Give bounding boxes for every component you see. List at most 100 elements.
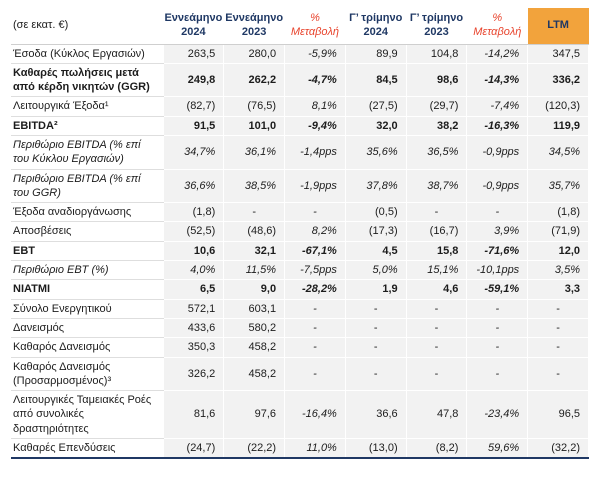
row-label: Περιθώριο EBT (%) [11, 260, 163, 281]
value-cell: 280,0 [223, 43, 286, 64]
value-cell: - [527, 317, 589, 339]
value-cell: 36,5% [405, 134, 468, 170]
value-cell: 603,1 [223, 298, 286, 319]
value-cell: 4,6 [405, 279, 468, 300]
value-cell: - [466, 337, 529, 358]
value-cell: 11,0% [284, 438, 346, 460]
value-cell: (8,2) [405, 438, 468, 460]
table-row: Λειτουργικά Έξοδα¹ (82,7) (76,5) 8,1% (27,5)… [11, 96, 589, 117]
value-cell: 5,0% [344, 260, 407, 281]
value-cell: -9,4% [284, 115, 346, 136]
table-row: Λειτουργικές Ταμειακές Ροές από συνολικέ… [11, 390, 589, 440]
row-label: Καθαρές Επενδύσεις [11, 438, 163, 460]
row-label: EBITDA² [11, 116, 163, 136]
value-cell: 458,2 [223, 337, 286, 358]
value-cell: (120,3) [527, 96, 589, 117]
value-cell: - [344, 337, 407, 358]
value-cell: 3,5% [527, 260, 589, 281]
value-cell: 104,8 [405, 43, 468, 64]
value-cell: (16,7) [405, 221, 468, 242]
value-cell: (76,5) [223, 96, 286, 117]
value-cell: - [527, 356, 589, 392]
value-cell: 4,0% [162, 260, 225, 281]
value-cell: - [466, 356, 529, 392]
value-cell: 84,5 [344, 62, 407, 98]
value-cell: (27,5) [344, 96, 407, 117]
value-cell: - [405, 202, 468, 223]
table-row: Έξοδα αναδιοργάνωσης (1,8) - - (0,5) - - (1,8) [11, 202, 589, 223]
value-cell: (17,3) [344, 221, 407, 242]
value-cell: 36,1% [223, 134, 286, 170]
value-cell: 347,5 [527, 43, 589, 64]
value-cell: - [284, 298, 346, 319]
value-cell: - [284, 317, 346, 339]
value-cell: - [527, 298, 589, 319]
value-cell: -14,3% [466, 62, 529, 98]
value-cell: (0,5) [344, 202, 407, 223]
value-cell: -1,9pps [284, 168, 346, 204]
value-cell: 35,6% [344, 134, 407, 170]
value-cell: 458,2 [223, 356, 286, 392]
value-cell: (52,5) [162, 221, 225, 242]
value-cell: (32,2) [527, 438, 589, 460]
value-cell: 59,6% [466, 438, 529, 460]
value-cell: -0,9pps [466, 168, 529, 204]
column-header-change-q3: % Μεταβολή [466, 8, 528, 45]
value-cell: -67,1% [284, 240, 346, 262]
value-cell: -23,4% [466, 390, 529, 440]
value-cell: 38,2 [405, 115, 468, 136]
value-cell: -71,6% [466, 240, 529, 262]
value-cell: 249,8 [162, 62, 225, 98]
table-row: Έσοδα (Κύκλος Εργασιών) 263,5 280,0 -5,9% 89… [11, 43, 589, 64]
value-cell: -59,1% [466, 279, 529, 300]
row-label: Καθαρός Δανεισμός [11, 337, 163, 358]
value-cell: - [405, 356, 468, 392]
row-label: Σύνολο Ενεργητικού [11, 299, 163, 319]
value-cell: 38,5% [223, 168, 286, 204]
value-cell: 10,6 [162, 240, 225, 262]
row-label: Έσοδα (Κύκλος Εργασιών) [11, 44, 163, 64]
value-cell: -10,1pps [466, 260, 529, 281]
value-cell: 6,5 [162, 279, 225, 300]
value-cell: 101,0 [223, 115, 286, 136]
value-cell: - [284, 356, 346, 392]
value-cell: - [405, 337, 468, 358]
value-cell: 32,1 [223, 240, 286, 262]
value-cell: 9,0 [223, 279, 286, 300]
value-cell: -7,5pps [284, 260, 346, 281]
value-cell: 34,7% [162, 134, 225, 170]
value-cell: 34,5% [527, 134, 589, 170]
value-cell: 350,3 [162, 337, 225, 358]
value-cell: - [344, 317, 407, 339]
value-cell: (24,7) [162, 438, 225, 460]
value-cell: - [284, 202, 346, 223]
value-cell: 8,1% [284, 96, 346, 117]
table-row: Σύνολο Ενεργητικού 572,1 603,1- - - - - [11, 298, 589, 319]
value-cell: 36,6% [162, 168, 225, 204]
financial-table-container: (σε εκατ. €) Εννεάμηνο 2024 Εννεάμηνο 202… [11, 8, 589, 460]
value-cell: -7,4% [466, 96, 529, 117]
value-cell: - [284, 337, 346, 358]
row-label: Λειτουργικά Έξοδα¹ [11, 96, 163, 117]
table-body: Έσοδα (Κύκλος Εργασιών) 263,5 280,0 -5,9% 89… [11, 43, 589, 460]
column-header-q3-2024: Γ’ τρίμηνο 2024 [345, 8, 407, 45]
value-cell: 262,2 [223, 62, 286, 98]
value-cell: 8,2% [284, 221, 346, 242]
page: { "table": { "unit_label": "(σε εκατ. €)… [11, 8, 589, 460]
value-cell: 3,3 [527, 279, 589, 300]
value-cell: -1,4pps [284, 134, 346, 170]
table-row: Περιθώριο EBITDA (% επί του GGR) 36,6% 38,… [11, 168, 589, 204]
value-cell: -16,3% [466, 115, 529, 136]
value-cell: -4,7% [284, 62, 346, 98]
row-label: Λειτουργικές Ταμειακές Ροές από συνολικέ… [11, 390, 163, 440]
column-header-nine-month-2024: Εννεάμηνο 2024 [163, 8, 224, 45]
column-header-ltm: LTM [527, 8, 589, 45]
value-cell: 119,9 [527, 115, 589, 136]
value-cell: 32,0 [344, 115, 407, 136]
value-cell: 4,5 [344, 240, 407, 262]
value-cell: (29,7) [405, 96, 468, 117]
row-label: Περιθώριο EBITDA (% επί του Κύκλου Εργασ… [11, 135, 163, 170]
value-cell: - [466, 202, 529, 223]
value-cell: - [527, 337, 589, 358]
value-cell: (71,9) [527, 221, 589, 242]
